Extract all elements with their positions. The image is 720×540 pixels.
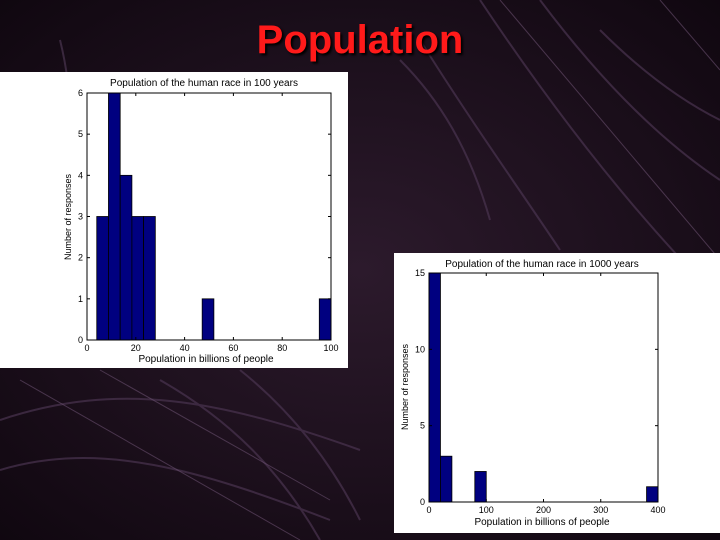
histogram-bar [119,174,133,341]
y-tick-label: 15 [415,268,425,278]
histogram-1000-years: Population of the human race in 1000 yea… [400,259,666,528]
histogram-bar [108,92,121,341]
x-tick-label: 100 [479,505,494,515]
y-axis-label: Number of responses [63,173,73,260]
histogram-bar [201,298,215,341]
x-tick-label: 80 [277,343,287,353]
histogram-bar [318,298,332,341]
y-axis-label: Number of responses [400,343,410,430]
y-tick-label: 0 [78,335,83,345]
x-tick-label: 0 [426,505,431,515]
histogram-bar [131,216,145,341]
x-tick-label: 0 [84,343,89,353]
y-tick-label: 6 [78,88,83,98]
y-tick-label: 3 [78,212,83,222]
y-tick-label: 4 [78,170,83,180]
x-axis-label: Population in billions of people [474,517,610,528]
x-tick-label: 20 [131,343,141,353]
y-tick-label: 0 [420,497,425,507]
x-tick-label: 60 [228,343,238,353]
chart-panel-100-years: Population of the human race in 100 year… [0,72,348,368]
x-tick-label: 100 [323,343,338,353]
chart-panel-1000-years: Population of the human race in 1000 yea… [394,253,720,533]
x-tick-label: 40 [180,343,190,353]
histogram-100-years: Population of the human race in 100 year… [63,78,339,365]
y-tick-label: 5 [78,129,83,139]
histogram-bar [96,216,109,341]
slide-title: Population [256,18,464,62]
histogram-bar [646,486,659,503]
x-axis-label: Population in billions of people [138,354,274,365]
y-tick-label: 5 [420,421,425,431]
x-tick-label: 300 [593,505,608,515]
y-tick-label: 1 [78,294,83,304]
x-tick-label: 200 [536,505,551,515]
plot-frame [428,272,659,503]
chart-title: Population of the human race in 1000 yea… [445,259,638,270]
y-tick-label: 2 [78,253,83,263]
histogram-bar [474,471,487,503]
x-tick-label: 400 [650,505,665,515]
histogram-bar [143,216,156,341]
histogram-bar [428,272,441,503]
y-tick-label: 10 [415,344,425,354]
histogram-bar [440,455,453,503]
chart-title: Population of the human race in 100 year… [110,78,298,89]
